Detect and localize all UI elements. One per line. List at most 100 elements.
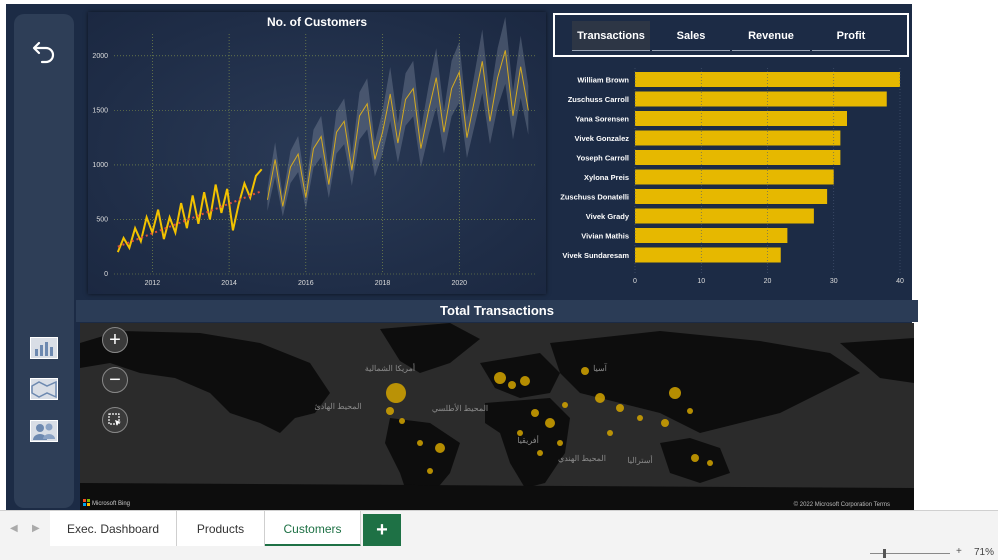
land-shape-east-asia [840,338,914,383]
zoom-out-button[interactable]: − [102,367,128,393]
land-shape-north-america [80,331,330,433]
add-sheet-button[interactable]: + [363,514,401,546]
map-bubble [562,402,568,408]
y-tick-label: 1000 [92,162,108,169]
bar [635,208,814,224]
map-bubble [531,409,539,417]
map-label: أستراليا [627,454,652,465]
bar [635,111,847,126]
scroll-left-icon[interactable]: ◀ [10,523,18,534]
x-tick-label: 0 [633,278,637,285]
sheet-tab-customers[interactable]: Customers [265,511,361,547]
trend-line [117,190,263,248]
x-tick-label: 2018 [375,280,391,287]
customers-line-chart: 2012 2014 2016 2018 2020 0 500 1000 1500 2000 [92,16,536,287]
zoom-in-button[interactable]: + [102,327,128,353]
tab-sales[interactable]: Sales [652,21,730,51]
dashboard-canvas: No. of Customers 2012 2014 2016 2018 2020 0 50… [6,4,918,510]
x-tick-label: 2014 [221,280,237,287]
bar [635,91,887,107]
bar [635,228,788,243]
bar-category-label: Yana Sorensen [575,115,629,124]
map-label: أفريقيا [517,434,539,445]
x-tick-label: 2012 [145,280,161,287]
map-bubble [691,454,699,462]
bar-category-label: Yoseph Carroll [576,154,629,163]
map-labels: أمريكا الشمالية المحيط الهادئ المحيط الأ… [314,362,652,465]
map-bubble [386,407,394,415]
metric-tabs: Transactions Sales Revenue Profit [553,13,909,57]
land-shape-asia [550,331,860,433]
world-map: أمريكا الشمالية المحيط الهادئ المحيط الأ… [80,323,914,510]
bar-category-label: Zuschuss Carroll [568,95,629,104]
bing-attribution: Microsoft Bing [92,501,130,507]
bar-category-label: William Brown [577,76,629,85]
x-tick-label: 2020 [451,280,467,287]
x-tick-label: 10 [697,278,705,285]
land-masses [80,323,914,510]
map-bubble [637,415,643,421]
bar [635,247,781,263]
undo-arrow-icon[interactable] [29,36,59,66]
customers-chart-panel: No. of Customers 2012 2014 2016 2018 2020 0 50… [88,12,546,294]
bing-logo-square [87,499,90,502]
map-bubble [581,367,589,375]
sheet-tab-products[interactable]: Products [177,511,265,547]
zoom-slider[interactable] [870,553,950,554]
map-bubble [661,419,669,427]
zoom-plus-icon[interactable]: + [956,546,962,557]
bar-category-label: Vivian Mathis [581,232,629,241]
map-label: المحيط الهادئ [314,402,361,411]
scroll-right-icon[interactable]: ▶ [32,523,40,534]
users-icon[interactable] [29,416,59,446]
bar-category-label: Xylona Preis [584,173,629,182]
land-shape-south-america [385,418,460,503]
bar [635,189,828,204]
forecast-line [266,50,529,207]
map-copyright: © 2022 Microsoft Corporation Terms [794,501,890,508]
x-tick-label: 20 [764,278,772,285]
tab-revenue[interactable]: Revenue [732,21,810,51]
map-bubble [508,381,516,389]
map-bubble [616,404,624,412]
transaction-bubbles [386,367,713,474]
map-bubble [386,383,406,403]
transactions-map[interactable]: أمريكا الشمالية المحيط الهادئ المحيط الأ… [80,323,914,510]
tab-transactions[interactable]: Transactions [572,21,650,51]
actual-line [116,168,263,253]
bar-category-label: Vivek Gonzalez [575,134,630,143]
status-bar: + 71% [0,546,998,560]
bar-chart-icon[interactable] [29,333,59,363]
map-bubble [545,418,555,428]
map-label: المحيط الهندي [558,454,606,463]
land-shape-antarctica [80,483,914,510]
map-bubble [399,418,405,424]
land-shape-greenland [380,323,480,373]
bar-category-label: Vivek Grady [586,212,630,221]
customers-chart-title: No. of Customers [266,15,367,29]
map-bubble [537,450,543,456]
zoom-level: 71% [973,547,994,558]
map-label: آسيا [593,363,608,373]
sheet-tabs-bar: ◀ ▶ Exec. Dashboard Products Customers + [0,510,998,547]
map-icon[interactable] [29,374,59,404]
tab-profit[interactable]: Profit [812,21,890,51]
bar-category-label: Vivek Sundaresam [562,251,629,260]
bing-logo [83,499,90,506]
map-bubble [595,393,605,403]
bar [635,169,834,185]
map-bubble [707,460,713,466]
map-bubble [520,376,530,386]
select-area-icon [108,413,121,426]
land-shape-europe [480,353,560,398]
y-tick-label: 1500 [92,107,108,114]
sheet-tab-exec-dashboard[interactable]: Exec. Dashboard [50,511,177,547]
select-area-button[interactable] [102,407,128,433]
y-tick-label: 2000 [92,53,108,60]
map-label: أمريكا الشمالية [365,362,415,373]
zoom-slider-thumb[interactable] [883,549,886,558]
x-tick-label: 40 [896,278,904,285]
bing-logo-square [83,503,86,506]
bing-logo-square [83,499,86,502]
